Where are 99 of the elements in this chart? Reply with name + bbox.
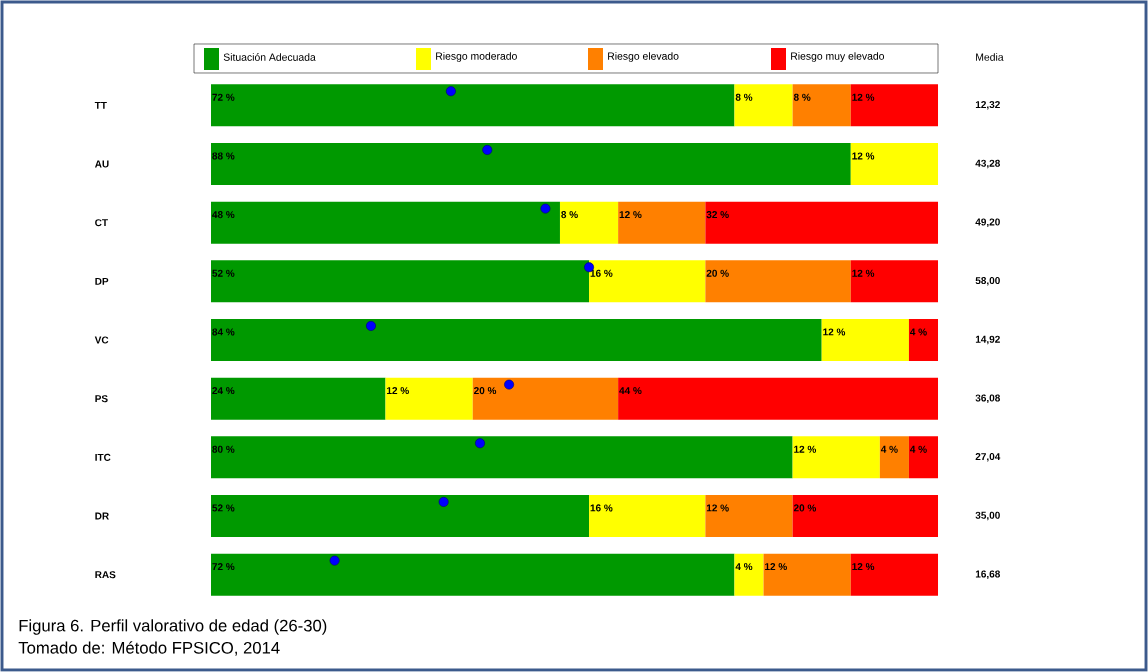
bar (385, 377, 473, 420)
bar (211, 495, 590, 538)
data-label: 12 % (823, 328, 846, 336)
y-tick-label: PS (95, 395, 108, 403)
data-label: 44 % (619, 387, 642, 395)
data-label: 72 % (212, 93, 235, 101)
point (482, 145, 493, 155)
legend-label: Riesgo muy elevado (791, 52, 885, 62)
data-label: 12 % (852, 269, 875, 277)
data-label: 4 % (880, 445, 898, 453)
y-tick-label: AU (94, 160, 109, 168)
data-label: 8 % (735, 93, 753, 101)
data-label: 20 % (793, 504, 817, 512)
data-label: 8 % (793, 93, 811, 101)
data-label: 88 % (212, 152, 235, 160)
bar (589, 260, 706, 303)
point (504, 379, 515, 390)
legend-label: Riesgo elevado (608, 52, 679, 62)
bar (792, 495, 939, 538)
data-label: 4 % (735, 563, 753, 571)
bar (618, 201, 706, 244)
data-label: 12 % (852, 152, 875, 160)
y-tick-label: TT (94, 101, 107, 109)
bar (705, 495, 793, 538)
text: 43,28 (975, 159, 1000, 169)
bar (618, 377, 939, 420)
text: 27,04 (975, 453, 1001, 462)
data-label: 52 % (212, 269, 235, 277)
y-tick-label: DR (95, 512, 109, 520)
data-label: 12 % (619, 211, 642, 219)
point (438, 496, 449, 507)
text: 58,00 (975, 277, 1000, 286)
bar (908, 319, 939, 362)
data-label: 72 % (212, 563, 235, 571)
point (366, 321, 376, 331)
bar (211, 319, 822, 362)
data-label: 32 % (706, 211, 729, 219)
y-tick-label: ITC (95, 453, 111, 461)
data-label: 12 % (852, 563, 875, 571)
data-label: 20 % (474, 387, 497, 395)
text: 12,32 (975, 101, 1000, 110)
data-label: 48 % (212, 211, 235, 219)
bar (879, 436, 909, 479)
bar (908, 436, 939, 479)
bar (589, 495, 706, 538)
bar (734, 553, 764, 596)
bar (850, 260, 939, 303)
point (445, 86, 456, 97)
bar (559, 201, 619, 244)
bar (211, 201, 560, 244)
y-tick-label: RAS (95, 571, 116, 579)
data-label: 84 % (212, 328, 235, 336)
legend-label: Situación Adecuada (223, 53, 316, 61)
text: 16,68 (975, 570, 1000, 579)
bar (734, 84, 793, 127)
text: Tomado de: Método FPSICO, 2014 (18, 641, 280, 656)
data-label: 80 % (212, 445, 235, 453)
data-label: 4 % (910, 328, 927, 336)
text: Media (976, 53, 1004, 61)
bar (211, 143, 851, 186)
point (540, 203, 551, 214)
text: 35,00 (975, 511, 1000, 521)
bar (850, 84, 939, 127)
data-label: 12 % (706, 504, 729, 512)
bar (211, 553, 735, 596)
legend-label: Riesgo moderado (436, 52, 517, 62)
bar (211, 260, 590, 303)
data-label: 12 % (852, 93, 875, 101)
y-tick-label: VC (94, 336, 109, 344)
data-label: 8 % (561, 211, 578, 219)
data-label: 12 % (765, 563, 787, 571)
bar (763, 553, 851, 596)
bar (472, 377, 619, 420)
data-label: 20 % (706, 269, 729, 277)
data-label: 4 % (910, 445, 927, 453)
point (329, 555, 340, 566)
data-label: 16 % (590, 269, 613, 277)
bar (850, 553, 939, 596)
bar (211, 84, 735, 127)
text: 36,08 (975, 394, 1000, 403)
y-tick-label: DP (95, 277, 109, 285)
text: 49,20 (975, 218, 1000, 227)
data-label: 12 % (794, 445, 817, 453)
bar (821, 319, 909, 362)
data-label: 52 % (212, 504, 235, 512)
bar (211, 436, 793, 479)
bar (850, 143, 939, 186)
data-label: 24 % (212, 387, 235, 395)
data-label: 12 % (387, 387, 409, 395)
bar (705, 260, 851, 303)
text: 14,92 (975, 335, 1000, 345)
bar (792, 436, 880, 479)
bar (792, 84, 851, 127)
y-tick-label: CT (95, 219, 108, 227)
bar (705, 201, 939, 244)
data-label: 16 % (590, 504, 613, 512)
point (475, 438, 485, 449)
bar (211, 377, 386, 420)
text: Figura 6. Perfil valorativo de edad (26-30) (19, 619, 327, 635)
